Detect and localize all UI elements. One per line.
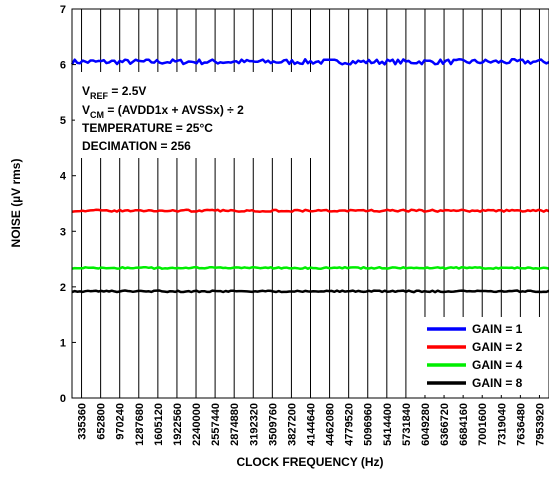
x-tick-label: 7636480 <box>515 403 527 446</box>
x-tick-label: 3827200 <box>286 403 298 446</box>
x-tick-label: 4462080 <box>325 403 337 446</box>
x-tick-label: 652800 <box>96 403 108 440</box>
x-tick-label: 1605120 <box>153 403 165 446</box>
x-tick-label: 5414400 <box>382 403 394 446</box>
annotation-decimation: DECIMATION = 256 <box>82 139 191 153</box>
x-axis-title: CLOCK FREQUENCY (Hz) <box>236 455 383 469</box>
x-tick-label: 335360 <box>77 403 89 440</box>
annotation-vcm: VCM = (AVDD1x + AVSSx) ÷ 2 <box>82 103 244 120</box>
x-tick-label: 4144640 <box>306 403 318 446</box>
y-axis-title: NOISE (µV rms) <box>9 159 23 248</box>
y-tick-label: 2 <box>60 282 66 294</box>
series-layer <box>70 58 549 294</box>
x-tick-label: 6684160 <box>458 403 470 446</box>
y-tick-label: 0 <box>60 393 66 405</box>
y-tick-label: 3 <box>60 226 66 238</box>
series-line-gain-1 <box>70 58 549 66</box>
x-tick-label: 970240 <box>115 403 127 440</box>
x-tick-label: 1922560 <box>172 403 184 446</box>
series-line-gain-2 <box>71 208 549 213</box>
x-tick-labels: 335360 652800 970240 1287680 1605120 1922560 2… <box>77 403 547 446</box>
legend: GAIN = 1 GAIN = 2 GAIN = 4 GAIN = 8 <box>421 317 543 395</box>
x-tick-label: 6366720 <box>439 403 451 446</box>
x-tick-label: 2874880 <box>229 403 241 446</box>
y-tick-labels: 0 1 2 3 4 5 6 7 <box>60 4 76 405</box>
x-tick-label: 3192320 <box>248 403 260 446</box>
x-tick-label: 7001600 <box>477 403 489 446</box>
annotation-vref: VREF = 2.5V <box>82 84 146 101</box>
x-tick-label: 5731840 <box>401 403 413 446</box>
y-tick-label: 5 <box>60 115 66 127</box>
legend-label: GAIN = 2 <box>472 340 523 354</box>
x-tick-label: 4779520 <box>344 403 356 446</box>
condition-annotation: VREF = 2.5V VCM = (AVDD1x + AVSSx) ÷ 2 T… <box>75 72 311 158</box>
y-tick-label: 6 <box>60 60 66 72</box>
annotation-box <box>75 72 311 158</box>
legend-label: GAIN = 4 <box>472 358 523 372</box>
x-tick-label: 2240000 <box>191 403 203 446</box>
y-tick-label: 4 <box>60 171 67 183</box>
annotation-temperature: TEMPERATURE = 25°C <box>82 121 213 135</box>
plot-frame <box>71 8 549 399</box>
y-tick-label: 1 <box>60 337 66 349</box>
x-tick-label: 7953920 <box>534 403 546 446</box>
legend-label: GAIN = 1 <box>472 322 523 336</box>
x-tick-label: 3509760 <box>267 403 279 446</box>
series-line-gain-8 <box>71 289 549 294</box>
y-tick-label: 7 <box>60 4 66 16</box>
x-tick-label: 2557440 <box>210 403 222 446</box>
legend-label: GAIN = 8 <box>472 376 523 390</box>
x-tick-label: 6049280 <box>420 403 432 446</box>
x-tick-label: 5096960 <box>363 403 375 446</box>
series-line-gain-4 <box>71 265 549 270</box>
x-tick-label: 1287680 <box>134 403 146 446</box>
x-tick-label: 7319040 <box>496 403 508 446</box>
